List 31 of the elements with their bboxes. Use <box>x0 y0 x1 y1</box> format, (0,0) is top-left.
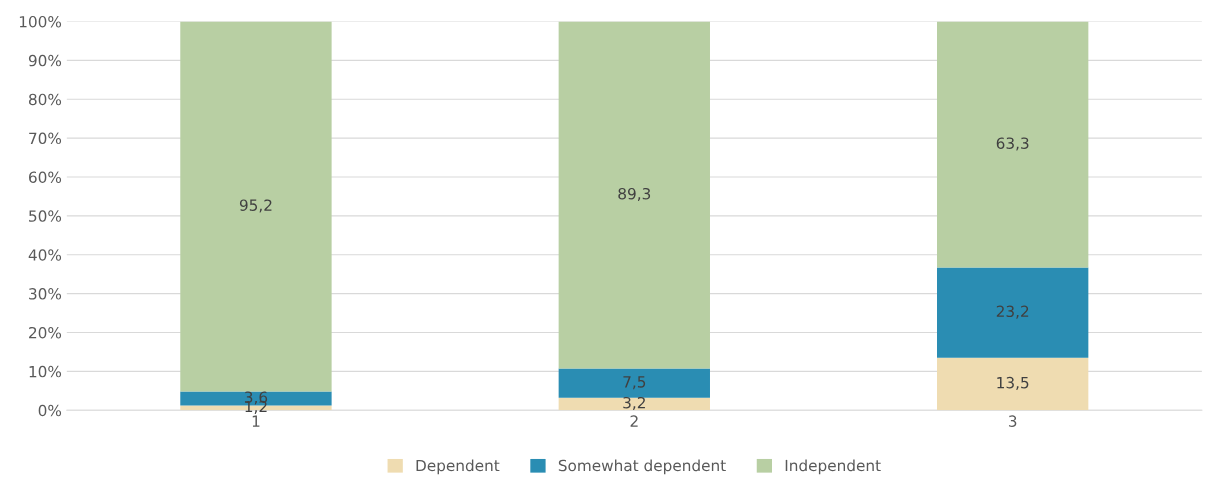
bar <box>558 21 710 369</box>
data-label: 7,5 <box>623 376 646 390</box>
y-tick-label: 70% <box>29 132 62 145</box>
bar <box>937 21 1089 268</box>
y-tick-label: 80% <box>28 93 62 106</box>
bar <box>558 397 710 411</box>
y-tick-label: 100% <box>19 15 62 28</box>
data-label: 89,3 <box>618 187 651 202</box>
y-tick-label: 60% <box>29 171 62 183</box>
y-tick-label: 10% <box>29 365 62 378</box>
y-tick-label: 30% <box>29 288 62 300</box>
data-label: 3,2 <box>623 396 645 410</box>
bar <box>937 357 1089 411</box>
y-tick-label: 90% <box>28 54 62 67</box>
y-tick-label: 20% <box>29 326 62 339</box>
bar <box>180 21 332 392</box>
data-label: 95,2 <box>239 199 272 213</box>
legend-label: Dependent <box>416 459 500 475</box>
bar <box>937 267 1089 358</box>
legend-label: Somewhat dependent <box>558 459 726 475</box>
data-label: 13,5 <box>997 376 1029 390</box>
y-tick-label: 0% <box>38 404 62 417</box>
bar <box>558 368 710 398</box>
x-tick-label: 2 <box>630 415 638 427</box>
x-tick-label: 3 <box>1008 415 1017 427</box>
y-tick-label: 40% <box>28 249 62 261</box>
x-tick-label: 1 <box>252 415 260 427</box>
data-label: 23,2 <box>996 305 1029 319</box>
y-tick-label: 50% <box>29 210 62 222</box>
legend-label: Independent <box>785 459 881 475</box>
data-label: 63,3 <box>996 137 1029 151</box>
